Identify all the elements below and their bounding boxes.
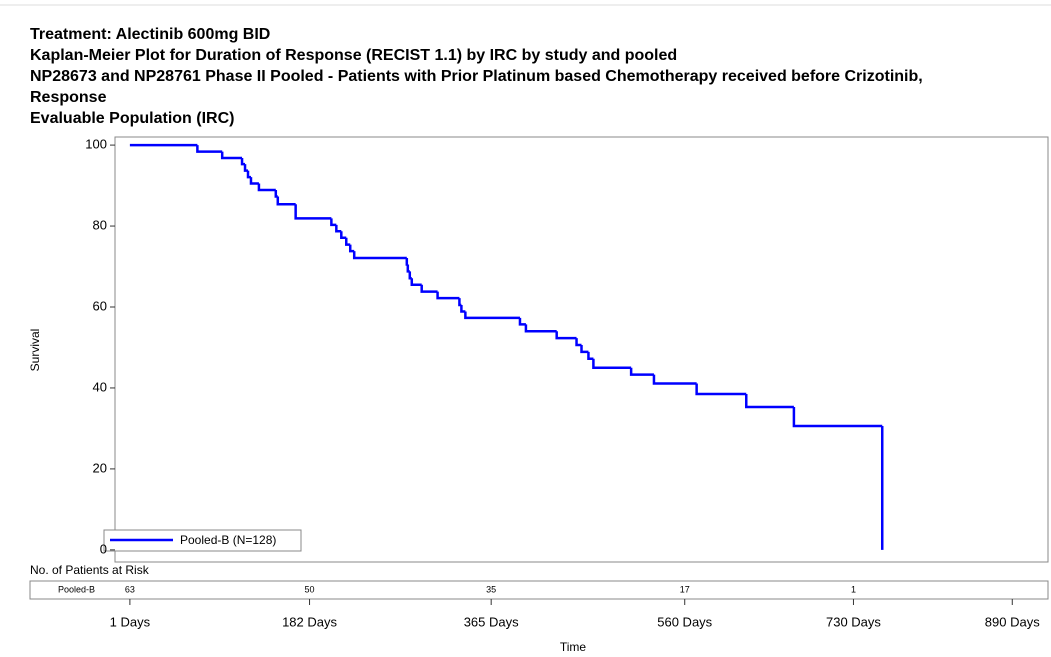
legend-label: Pooled-B (N=128): [180, 533, 276, 547]
at-risk-group: Pooled-B: [58, 584, 95, 594]
at-risk-label: No. of Patients at Risk: [30, 563, 150, 577]
survival-step: [294, 204, 332, 220]
x-tick-label: 890 Days: [985, 614, 1040, 629]
legend-box: [103, 529, 302, 552]
y-tick-label: 40: [93, 379, 107, 394]
survival-step: [745, 394, 794, 409]
survival-step: [330, 218, 337, 227]
survival-step: [580, 345, 589, 354]
y-tick-label: 60: [93, 298, 107, 313]
chart-title: Response: [30, 89, 107, 106]
survival-step: [274, 190, 278, 198]
survival-step: [249, 177, 259, 185]
survival-step: [652, 374, 697, 385]
y-tick-label: 0: [100, 541, 107, 556]
survival-step: [405, 258, 409, 266]
survival-step: [196, 145, 223, 153]
survival-step: [524, 324, 557, 333]
plot-frame: [114, 136, 1049, 563]
x-tick-label: 560 Days: [657, 614, 712, 629]
x-tick-label: 1 Days: [110, 614, 151, 629]
y-tick-label: 100: [85, 137, 107, 152]
survival-step: [345, 237, 351, 246]
at-risk-count: 35: [486, 584, 496, 594]
survival-step: [246, 170, 251, 179]
survival-step: [792, 406, 883, 428]
chart-title: Treatment: Alectinib 600mg BID: [30, 26, 270, 43]
survival-step: [406, 264, 410, 273]
survival-step: [220, 151, 243, 160]
survival-step: [352, 251, 407, 260]
survival-step: [587, 351, 594, 361]
at-risk-count: 17: [680, 584, 690, 594]
at-risk-count: 1: [851, 584, 856, 594]
y-tick-label: 20: [93, 460, 107, 475]
survival-step: [555, 331, 577, 340]
chart-title: Kaplan-Meier Plot for Duration of Respon…: [30, 47, 677, 64]
x-tick-label: 730 Days: [826, 614, 881, 629]
at-risk-count: 50: [305, 584, 315, 594]
chart-title: NP28673 and NP28761 Phase II Pooled - Pa…: [30, 68, 923, 85]
survival-step: [240, 158, 246, 166]
survival-step: [436, 291, 460, 300]
at-risk-count: 63: [125, 584, 135, 594]
survival-step: [695, 383, 747, 396]
x-tick-label: 182 Days: [282, 614, 337, 629]
survival-step: [408, 271, 412, 280]
survival-step: [460, 304, 466, 313]
survival-step: [592, 358, 632, 369]
survival-step: [575, 338, 582, 347]
survival-step: [464, 311, 520, 320]
survival-step: [348, 244, 355, 253]
at-risk-box: [29, 580, 1049, 600]
survival-step: [629, 367, 654, 376]
survival-step: [243, 164, 249, 172]
y-axis-label: Survival: [28, 329, 42, 372]
survival-step: [420, 284, 438, 293]
survival-step: [340, 231, 347, 240]
x-axis-label: Time: [560, 640, 587, 654]
survival-step: [276, 196, 296, 206]
y-tick-label: 80: [93, 217, 107, 232]
survival-step: [335, 224, 342, 233]
survival-step: [458, 298, 462, 307]
x-tick-label: 365 Days: [464, 614, 519, 629]
chart-title: Evaluable Population (IRC): [30, 110, 234, 127]
survival-step: [518, 317, 526, 326]
survival-step: [410, 278, 422, 286]
survival-step: [257, 183, 276, 192]
